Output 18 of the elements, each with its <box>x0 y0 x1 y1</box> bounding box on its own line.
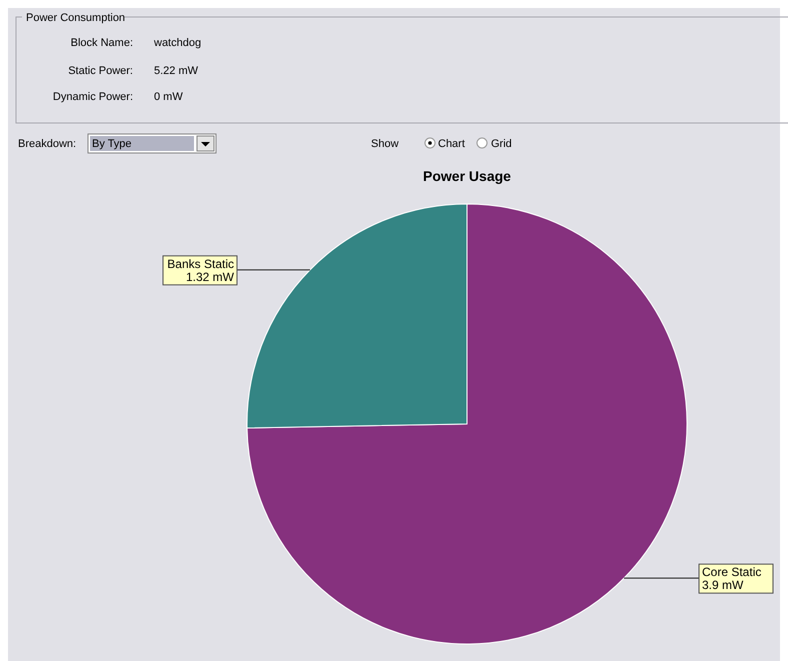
text: watchdog <box>153 37 202 49</box>
text: By Type <box>92 138 132 150</box>
text: Block Name: <box>70 37 133 49</box>
slice-label: Banks Static <box>167 256 234 271</box>
text: 0 mW <box>154 91 184 103</box>
text: Dynamic Power: <box>52 91 133 103</box>
text: Static Power: <box>68 65 133 77</box>
data-label: 1.32 mW <box>186 270 235 284</box>
slice-label: Core Static <box>702 565 762 580</box>
text: Breakdown: <box>18 138 76 150</box>
chart-title: Power Usage <box>423 168 512 184</box>
pie-slice <box>246 204 688 644</box>
text: Grid <box>491 138 512 150</box>
text: Power Consumption <box>26 12 126 24</box>
text: Chart <box>438 138 465 150</box>
text: Show <box>371 138 399 150</box>
data-label: 3.9 mW <box>702 578 744 592</box>
text: 5.22 mW <box>154 65 199 77</box>
